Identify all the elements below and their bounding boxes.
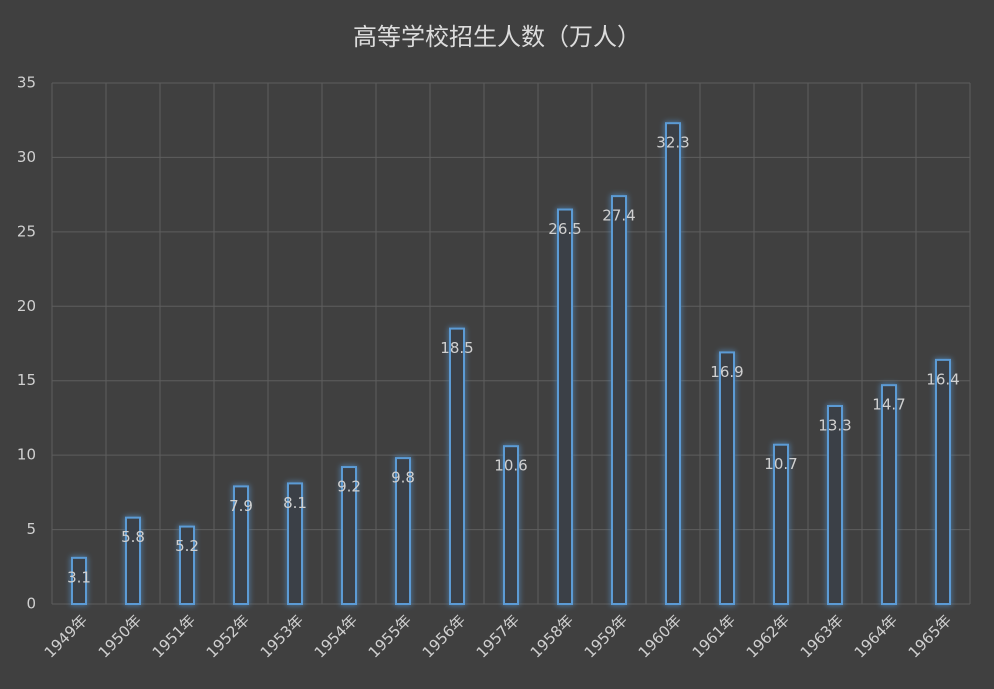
data-label: 13.3 [818, 417, 851, 435]
data-label: 14.7 [872, 396, 905, 414]
y-tick-label: 20 [17, 297, 36, 315]
data-label: 8.1 [283, 494, 307, 512]
bar [773, 443, 789, 606]
bar [179, 525, 195, 606]
data-label: 26.5 [548, 220, 581, 238]
data-label: 5.2 [175, 537, 199, 555]
bar [719, 351, 735, 605]
bar [395, 457, 411, 605]
bar [341, 466, 357, 605]
bar [449, 327, 465, 605]
y-tick-label: 25 [17, 222, 36, 240]
data-label: 10.7 [764, 455, 797, 473]
data-label: 16.4 [926, 370, 959, 388]
bar [287, 482, 303, 606]
y-tick-label: 5 [26, 520, 36, 538]
data-label: 7.9 [229, 497, 253, 515]
y-tick-label: 15 [17, 371, 36, 389]
bar [935, 358, 951, 606]
bar [503, 445, 519, 605]
data-label: 27.4 [602, 207, 635, 225]
data-label: 9.2 [337, 478, 361, 496]
bar [233, 485, 249, 606]
chart-title: 高等学校招生人数（万人） [353, 23, 641, 51]
bar [665, 122, 681, 605]
bar [611, 195, 627, 605]
bar [71, 556, 87, 606]
data-label: 10.6 [494, 457, 527, 475]
data-label: 32.3 [656, 134, 689, 152]
data-label: 16.9 [710, 363, 743, 381]
y-tick-label: 0 [26, 595, 36, 613]
bar [557, 208, 573, 605]
y-tick-label: 10 [17, 446, 36, 464]
bar [827, 405, 843, 605]
bar [881, 384, 897, 605]
data-label: 3.1 [67, 568, 91, 586]
data-label: 5.8 [121, 528, 145, 546]
bar [125, 516, 141, 605]
data-label: 18.5 [440, 339, 473, 357]
y-tick-label: 35 [17, 74, 36, 92]
data-label: 9.8 [391, 469, 415, 487]
y-tick-label: 30 [17, 148, 36, 166]
